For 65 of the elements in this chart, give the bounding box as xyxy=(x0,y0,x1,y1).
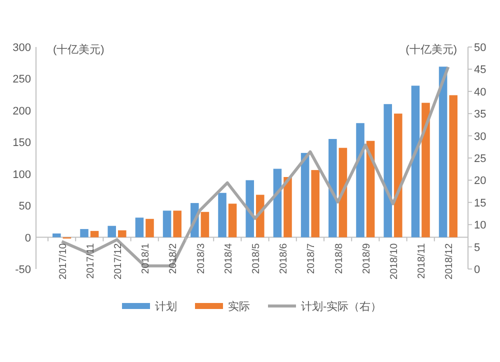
x-tick-label: 2018/9 xyxy=(361,242,372,274)
y-tick-label: 250 xyxy=(12,74,31,86)
bar xyxy=(311,170,320,238)
bar xyxy=(411,86,420,238)
bar xyxy=(422,102,430,238)
y-tick-label: 50 xyxy=(18,200,31,213)
bar xyxy=(118,230,126,238)
x-tick-label: 2018/2 xyxy=(168,242,180,274)
bar xyxy=(228,204,237,238)
y-tick-label: 200 xyxy=(12,105,31,118)
bar xyxy=(366,140,375,238)
bar xyxy=(80,229,88,238)
bar xyxy=(328,138,337,238)
x-tick-label: 2018/10 xyxy=(389,242,400,280)
y2-tick-label: 50 xyxy=(474,42,486,54)
y2-tick-label: 35 xyxy=(474,108,486,121)
y-tick-label: -50 xyxy=(15,264,31,276)
bar xyxy=(394,114,402,238)
bar xyxy=(108,226,116,238)
y2-tick-label: 45 xyxy=(474,64,486,76)
x-tick-label: 2017/10 xyxy=(58,242,69,280)
bar xyxy=(273,168,282,238)
x-tick-label: 2018/7 xyxy=(306,242,318,274)
bar xyxy=(356,123,364,238)
y2-tick-label: 25 xyxy=(474,153,486,165)
bar xyxy=(200,212,210,238)
x-tick-label: 2018/1 xyxy=(140,242,152,274)
legend-label: 计划 xyxy=(155,300,177,313)
y2-tick-label: 5 xyxy=(474,242,480,254)
x-tick-label: 2017/12 xyxy=(113,242,124,280)
bar xyxy=(300,152,310,238)
bar xyxy=(162,210,172,238)
x-tick-label: 2018/8 xyxy=(334,242,345,274)
y2-tick-label: 0 xyxy=(474,264,480,276)
bar xyxy=(246,180,254,238)
bar xyxy=(218,192,226,238)
y-tick-label: 0 xyxy=(24,232,31,244)
bar xyxy=(90,230,99,238)
y2-axis-title: (十亿美元) xyxy=(406,43,457,56)
x-tick-label: 2018/12 xyxy=(444,242,456,280)
legend-label: 计划-实际（右） xyxy=(301,300,382,313)
y2-tick-label: 40 xyxy=(474,86,486,98)
y-axis-title: (十亿美元) xyxy=(53,43,104,56)
y2-tick-label: 20 xyxy=(474,175,486,188)
bar xyxy=(52,233,61,238)
legend-label: 实际 xyxy=(228,300,250,313)
x-tick-label: 2017/11 xyxy=(85,242,96,279)
bar xyxy=(384,104,392,238)
x-tick-label: 2018/6 xyxy=(278,242,290,274)
bar xyxy=(449,95,458,238)
bar xyxy=(146,218,154,238)
y-tick-label: 100 xyxy=(12,168,31,181)
x-tick-label: 2018/5 xyxy=(251,242,262,274)
y-tick-label: 300 xyxy=(12,42,31,54)
x-tick-label: 2018/4 xyxy=(223,242,234,274)
bar xyxy=(438,66,448,238)
y2-tick-label: 10 xyxy=(474,220,486,232)
bar xyxy=(135,218,144,238)
y2-tick-label: 15 xyxy=(474,197,486,210)
y2-tick-label: 30 xyxy=(474,130,486,143)
y-tick-label: 150 xyxy=(12,137,31,150)
x-tick-label: 2018/11 xyxy=(416,242,428,279)
bar xyxy=(284,177,292,238)
x-tick-label: 2018/3 xyxy=(196,242,207,274)
bar xyxy=(173,210,182,238)
